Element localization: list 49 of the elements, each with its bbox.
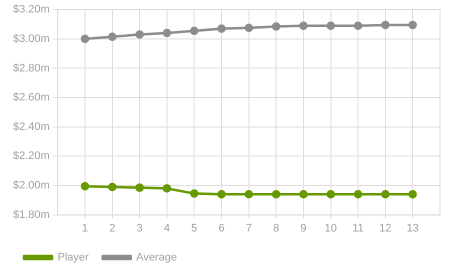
point <box>162 184 172 193</box>
point <box>244 24 254 32</box>
point <box>80 34 90 44</box>
point <box>381 190 390 199</box>
point <box>408 190 417 199</box>
y-tick-label: $2.40m <box>12 120 50 133</box>
point <box>135 183 144 192</box>
point <box>354 21 362 30</box>
point <box>299 190 308 199</box>
point <box>217 24 226 33</box>
point <box>408 20 417 30</box>
point <box>381 20 390 30</box>
point <box>326 21 336 30</box>
y-tick-label: $1.80m <box>12 208 50 221</box>
legend-label: Average <box>136 252 177 264</box>
point <box>272 22 280 31</box>
x-tick-label: 3 <box>136 222 143 234</box>
point <box>80 182 90 190</box>
point <box>354 190 362 199</box>
y-tick-label: $2.60m <box>12 92 50 104</box>
x-tick-label: 5 <box>191 222 198 234</box>
y-tick-label: $3.00m <box>12 32 50 45</box>
x-tick-label: 6 <box>218 222 225 234</box>
point <box>162 28 172 38</box>
x-tick-label: 9 <box>300 222 307 234</box>
point <box>190 189 198 198</box>
x-tick-label: 1 <box>82 222 88 234</box>
point <box>108 182 117 192</box>
legend-label: Player <box>58 252 90 264</box>
x-tick-label: 2 <box>109 222 116 234</box>
point <box>326 190 336 199</box>
point <box>135 30 144 39</box>
point <box>190 26 198 36</box>
point <box>272 190 280 199</box>
point <box>244 190 254 199</box>
x-tick-label: 10 <box>324 222 337 234</box>
point <box>299 21 308 30</box>
y-tick-label: $2.00m <box>12 180 50 192</box>
x-tick-label: 13 <box>406 222 419 234</box>
point <box>108 32 117 41</box>
x-tick-label: 11 <box>352 222 364 234</box>
y-tick-label: $2.80m <box>12 62 50 74</box>
x-tick-label: 7 <box>246 222 252 234</box>
x-tick-label: 8 <box>273 222 280 234</box>
y-tick-label: $3.20m <box>12 4 50 16</box>
point <box>217 190 226 199</box>
x-tick-label: 4 <box>164 222 170 234</box>
x-tick-label: 12 <box>379 222 392 234</box>
y-tick-label: $2.20m <box>12 150 50 162</box>
